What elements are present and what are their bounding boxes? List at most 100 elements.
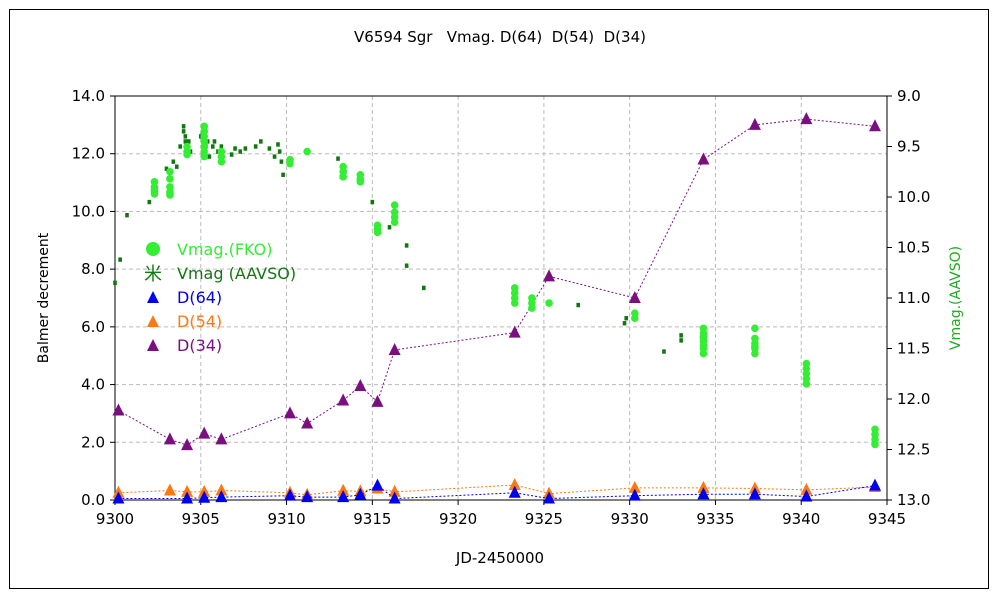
point-vmag-aavso (370, 199, 375, 205)
point-vmag-aavso (422, 285, 426, 291)
y-tick-label: 14.0 (72, 87, 105, 105)
y2-tick-label: 9.5 (897, 138, 921, 156)
point-d-64 (354, 487, 367, 500)
point-vmag-aavso (207, 154, 212, 159)
point-vmag-fko (699, 349, 708, 358)
point-vmag-aavso (272, 154, 277, 159)
point-vmag-fko (286, 159, 294, 168)
point-d-64 (301, 490, 314, 503)
y2-tick-label: 12.5 (897, 441, 930, 459)
point-vmag-aavso (178, 144, 182, 149)
point-vmag-aavso (212, 139, 217, 144)
point-d-64 (371, 478, 384, 491)
point-vmag-fko (390, 218, 399, 227)
legend-marker-vmag-fko (146, 242, 160, 256)
point-d-64 (112, 491, 125, 504)
chart-frame (9, 9, 989, 589)
point-vmag-aavso (576, 302, 580, 308)
point-vmag-fko (545, 299, 553, 307)
point-d-34 (215, 432, 228, 445)
point-vmag-aavso (336, 156, 340, 161)
point-d-34 (198, 426, 211, 439)
point-d-34 (508, 325, 521, 338)
point-d-64 (198, 490, 211, 503)
point-d-34 (283, 406, 296, 419)
point-vmag-aavso (174, 164, 179, 169)
point-d-64 (283, 488, 296, 501)
point-d-64 (628, 488, 641, 501)
point-vmag-aavso (233, 146, 237, 151)
y2-tick-label: 9.0 (897, 87, 921, 105)
point-d-64 (215, 490, 228, 503)
point-vmag-aavso (125, 212, 129, 218)
point-vmag-aavso (387, 225, 392, 230)
point-d-64 (508, 485, 521, 498)
point-d-64 (800, 489, 813, 502)
point-vmag-aavso (267, 146, 272, 151)
point-vmag-aavso (259, 139, 263, 144)
x-tick-label: 9305 (182, 510, 220, 528)
point-vmag-fko (356, 178, 365, 186)
x-tick-label: 9335 (696, 510, 734, 528)
point-d-34 (628, 291, 641, 303)
plot-area-border (114, 95, 888, 501)
point-d-54 (388, 484, 401, 497)
point-vmag-fko (166, 167, 174, 176)
point-vmag-aavso (183, 139, 188, 144)
y2-tick-label: 11.5 (897, 340, 930, 358)
point-d-54 (181, 484, 194, 497)
point-d-64 (181, 491, 194, 504)
point-vmag-aavso (281, 172, 285, 177)
point-d-34 (800, 112, 813, 125)
point-d-64 (337, 490, 350, 503)
point-d-34 (354, 379, 367, 392)
point-vmag-aavso (624, 316, 629, 321)
point-vmag-aavso (164, 166, 169, 171)
point-d-54 (163, 483, 176, 496)
point-vmag-fko (166, 191, 174, 199)
y-tick-label: 4.0 (81, 376, 105, 394)
y2-tick-label: 12.0 (897, 390, 930, 408)
point-d-64 (697, 487, 710, 500)
series-line-d-64 (118, 484, 876, 500)
y2-axis-label: Vmag.(AAVSO) (948, 246, 964, 350)
legend-marker-vmag-aavso: 米 (144, 264, 162, 285)
point-d-64 (388, 491, 401, 504)
y-tick-label: 0.0 (81, 491, 105, 509)
point-d-54 (215, 483, 228, 496)
point-vmag-aavso (662, 349, 666, 354)
x-tick-label: 9340 (782, 510, 820, 528)
y2-tick-label: 13.0 (897, 491, 930, 509)
y-tick-label: 10.0 (72, 202, 105, 220)
y-axis-label: Balmer decrement (36, 232, 52, 363)
legend-label-vmag-aavso: Vmag (AAVSO) (177, 264, 296, 283)
point-vmag-aavso (279, 159, 284, 164)
x-tick-label: 9320 (439, 510, 477, 528)
point-vmag-fko (217, 157, 226, 166)
point-vmag-aavso (277, 149, 282, 154)
point-vmag-aavso (118, 257, 122, 262)
point-vmag-aavso (679, 338, 683, 343)
point-vmag-fko (166, 175, 174, 183)
legend-marker-d-54 (147, 315, 159, 327)
point-d-54 (508, 477, 521, 490)
point-vmag-aavso (276, 142, 280, 147)
point-vmag-aavso (113, 280, 117, 286)
point-vmag-aavso (253, 144, 258, 149)
x-tick-label: 9300 (96, 510, 134, 528)
point-vmag-fko (751, 349, 759, 358)
point-d-54 (800, 482, 813, 495)
point-d-34 (748, 117, 761, 130)
point-vmag-aavso (183, 134, 188, 139)
point-vmag-aavso (622, 321, 627, 326)
point-vmag-fko (183, 150, 191, 159)
legend: Vmag.(FKO) 米 Vmag (AAVSO) D(64) D(54) D(34) (144, 240, 296, 355)
y-tick-label: 6.0 (81, 318, 105, 336)
point-vmag-aavso (171, 159, 176, 164)
point-d-54 (628, 480, 641, 493)
point-vmag-fko (510, 299, 519, 307)
chart-title: V6594 Sgr Vmag. D(64) D(54) D(34) (354, 28, 646, 46)
point-d-34 (388, 342, 401, 355)
legend-label-d-64: D(64) (177, 288, 222, 307)
point-d-34 (301, 416, 314, 429)
